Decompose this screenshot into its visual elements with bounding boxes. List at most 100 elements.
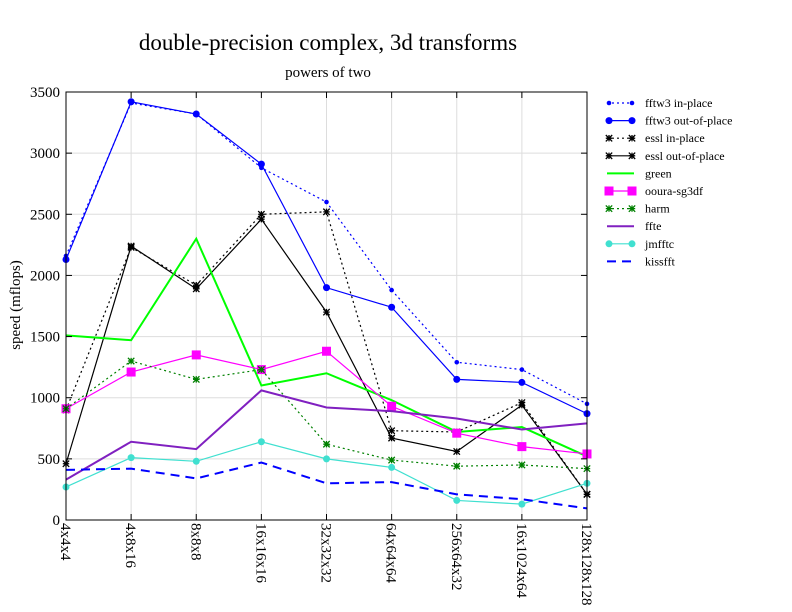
x-tick-label: 256x64x32 [448, 523, 464, 591]
x-tick-label: 64x64x64 [383, 523, 399, 584]
data-point [323, 455, 330, 463]
legend-label: ffte [645, 219, 661, 233]
series-layer [61, 98, 592, 510]
legend-label: ooura-sg3df [645, 184, 703, 198]
legend-label: kissfft [645, 254, 675, 268]
data-point [388, 463, 396, 471]
series [65, 389, 588, 481]
data-point [257, 215, 266, 223]
data-point [387, 401, 397, 411]
y-axis-label: speed (mflops) [8, 260, 24, 350]
y-tick-label: 1500 [30, 330, 60, 346]
data-point [192, 375, 200, 384]
data-point [191, 350, 201, 360]
x-tick-label: 16x16x16 [252, 523, 268, 584]
data-point [257, 438, 265, 446]
data-point [322, 440, 331, 448]
data-point [323, 284, 330, 292]
data-point [453, 496, 461, 504]
series [62, 438, 591, 508]
y-tick-label: 3500 [30, 85, 60, 101]
x-tick-label: 32x32x32 [318, 523, 334, 583]
data-point [192, 281, 200, 289]
series-line [65, 236, 588, 458]
data-point [322, 208, 331, 216]
legend-label: jmfftc [644, 237, 674, 251]
data-point [605, 152, 613, 160]
data-point [518, 401, 526, 409]
legend-item: fftw3 in-place [606, 96, 712, 110]
data-point [452, 428, 462, 438]
data-point [605, 134, 613, 142]
data-point [454, 359, 460, 365]
chart-title: double-precision complex, 3d transforms [139, 30, 517, 55]
y-tick-label: 0 [53, 513, 61, 529]
legend-label: fftw3 in-place [645, 96, 712, 110]
y-tick-label: 3000 [30, 146, 60, 162]
legend-item: ffte [607, 219, 661, 233]
data-point [387, 456, 396, 464]
legend-item: essl out-of-place [605, 149, 725, 163]
data-point [605, 204, 613, 213]
x-tick-label: 8x8x8 [187, 523, 203, 561]
x-tick-label: 128x128x128 [578, 523, 594, 606]
data-point [127, 98, 135, 106]
data-point [257, 210, 266, 218]
x-ticks: 4x4x4 4x8x16 8x8x8 16x16x16 32x32x32 64x64x64… [57, 92, 594, 606]
data-point [192, 110, 200, 118]
legend-item: fftw3 out-of-place [605, 114, 732, 128]
data-point [257, 160, 265, 168]
legend-label: essl out-of-place [645, 149, 725, 163]
chart-subtitle: powers of two [285, 65, 371, 81]
legend-label: fftw3 out-of-place [645, 114, 732, 128]
data-point [322, 346, 331, 356]
data-point [322, 308, 331, 316]
x-tick-label: 16x1024x64 [513, 523, 529, 599]
data-point [604, 186, 614, 196]
legend-item: kissfft [607, 254, 675, 268]
data-point [628, 117, 636, 125]
data-point [606, 100, 612, 106]
data-point [605, 117, 613, 125]
data-point [518, 500, 526, 508]
y-tick-label: 2500 [30, 207, 60, 223]
data-point [605, 240, 613, 248]
data-point [628, 204, 636, 213]
y-tick-label: 1000 [30, 391, 60, 407]
data-point [517, 442, 527, 452]
x-tick-label: 4x8x16 [122, 523, 138, 569]
series [62, 98, 591, 418]
legend-label: green [645, 166, 672, 180]
data-point [192, 457, 200, 465]
data-point [628, 152, 636, 160]
data-point [257, 365, 266, 374]
data-point [518, 378, 526, 386]
legend: fftw3 in-place fftw3 out-of-place essl in-… [604, 96, 732, 268]
data-point [388, 303, 396, 311]
data-point [387, 427, 396, 435]
legend-label: essl in-place [645, 131, 705, 145]
data-point [127, 242, 135, 250]
data-point [519, 367, 525, 372]
legend-item: essl in-place [605, 131, 705, 145]
series [62, 215, 591, 498]
legend-item: ooura-sg3df [604, 184, 703, 198]
series-line [65, 461, 588, 510]
legend-item: jmfftc [605, 237, 674, 251]
data-point [324, 199, 329, 205]
series [65, 461, 588, 510]
data-point [628, 240, 636, 248]
data-point [629, 100, 635, 106]
x-tick-label: 4x4x4 [57, 523, 73, 561]
y-tick-label: 2000 [30, 268, 60, 284]
data-point [126, 367, 136, 377]
data-point [389, 287, 394, 293]
data-point [453, 462, 461, 470]
data-point [628, 134, 636, 142]
legend-label: harm [645, 202, 670, 216]
data-point [453, 375, 461, 383]
data-point [627, 186, 637, 196]
legend-item: harm [605, 202, 670, 216]
data-point [453, 447, 461, 456]
data-point [127, 357, 135, 365]
